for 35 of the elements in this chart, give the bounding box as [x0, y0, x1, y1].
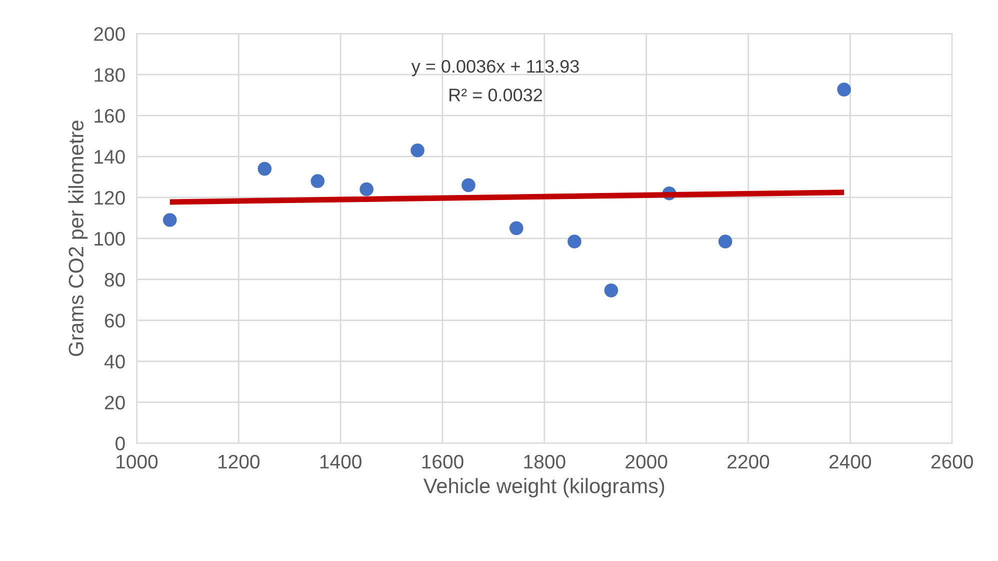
point	[568, 234, 582, 248]
y-tick-label: 120	[94, 190, 125, 205]
x-tick-label: 2000	[626, 454, 668, 469]
x-tick-label: 1800	[524, 454, 566, 469]
x-tick-label: 2400	[830, 454, 872, 469]
y-tick-label: 180	[94, 68, 125, 82]
point	[360, 182, 374, 196]
point	[718, 234, 732, 248]
point	[837, 82, 851, 96]
x-tick-label: 2200	[728, 454, 770, 469]
x-tick-label: 1200	[218, 454, 260, 469]
y-tick-label: 160	[94, 109, 125, 123]
y-tick-label: 200	[94, 27, 125, 41]
y-tick-label: 60	[104, 314, 125, 328]
x-tick-label: 1600	[422, 454, 464, 469]
annotation: R² = 0.0032	[450, 88, 542, 102]
point	[604, 284, 618, 298]
y-tick-label: 80	[104, 272, 125, 287]
x-tick-label: 2600	[931, 454, 973, 469]
y-tick-label: 140	[94, 150, 125, 164]
y-axis-title: Grams CO2 per kilometre	[68, 120, 88, 356]
y-tick-label: 0	[116, 436, 125, 450]
x-axis-title: Vehicle weight (kilograms)	[424, 478, 664, 498]
point	[462, 178, 476, 192]
annotation: y = 0.0036x + 113.93	[411, 60, 579, 76]
point	[509, 221, 524, 236]
y-tick-label: 100	[94, 232, 125, 246]
point	[410, 143, 424, 158]
point	[162, 213, 177, 227]
y-tick-label: 40	[104, 354, 125, 369]
x-tick-label: 1400	[320, 454, 362, 469]
point	[310, 174, 325, 188]
x-tick-label: 1000	[116, 454, 158, 469]
point	[258, 162, 272, 176]
y-tick-label: 20	[104, 396, 125, 410]
